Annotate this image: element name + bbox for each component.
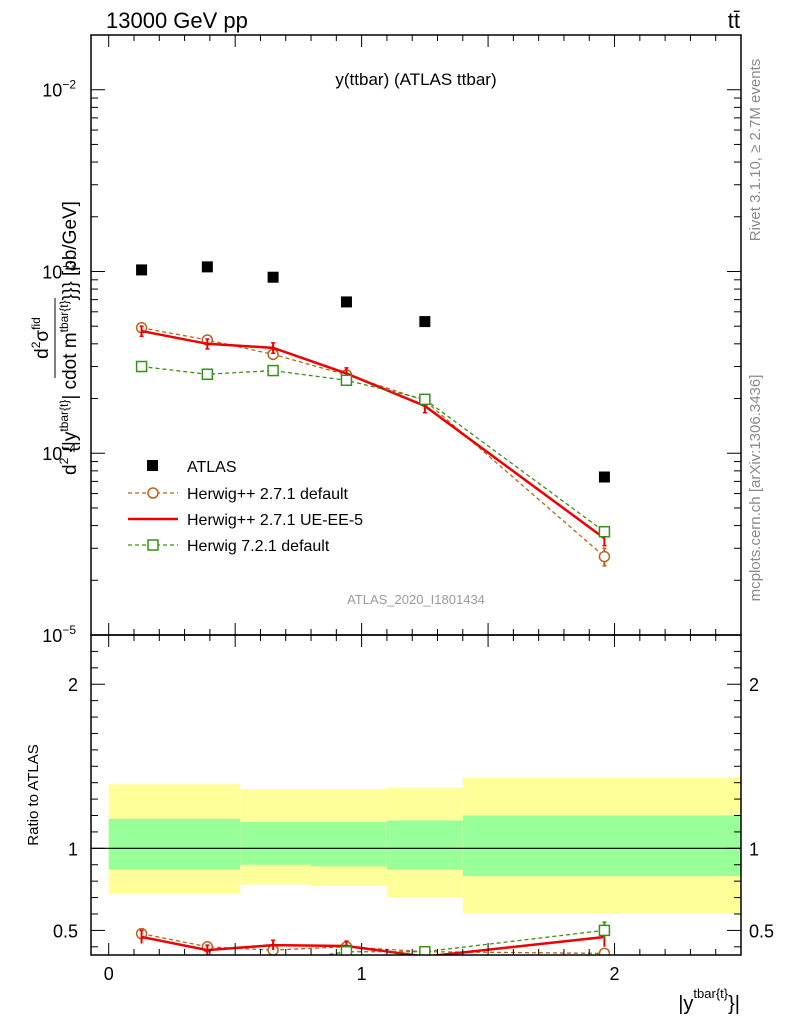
legend-marker-herwigpp-default (147, 487, 159, 499)
point-herwig-7-2-1-default (267, 364, 279, 377)
ylabel-den-end: }}} [pb/GeV] (60, 201, 81, 300)
rivet-version-label: Rivet 3.1.10, ≥ 2.7M events (747, 59, 764, 242)
main-watermark: ATLAS_2020_I1801434 (347, 592, 485, 607)
y-tick-label-main: 10−4 (42, 441, 76, 464)
ratio-y-axis-label: Ratio to ATLAS (25, 744, 42, 845)
y-tick-label-exp: −4 (62, 441, 76, 455)
y-tick-label-ratio-left: 0.5 (53, 921, 78, 941)
legend-label-atlas: ATLAS (187, 459, 237, 476)
main-panel: 10−210−310−410−5 y(ttbar) (ATLAS ttbar) … (29, 34, 742, 646)
point-atlas (267, 271, 279, 283)
y-tick-label-ratio-right: 0.5 (749, 921, 774, 941)
point-herwig-7-2-1-default (419, 393, 431, 406)
ylabel-num-symbol-sup: fid (29, 317, 43, 330)
point-herwigpp-2-7-1-default (598, 550, 611, 563)
point-herwig-7-2-1-default (340, 374, 353, 387)
ylabel-den-rest: {|y (60, 431, 81, 458)
y-tick-label-ratio-left: 1 (68, 839, 78, 859)
y-tick-label-exp: −2 (62, 78, 76, 92)
legend: ATLAS Herwig++ 2.7.1 default Herwig++ 2.… (128, 459, 363, 555)
xlabel-base: |y (678, 993, 693, 1015)
uncertainty-band-inner (311, 822, 387, 867)
legend-label-herwigpp-default: Herwig++ 2.7.1 default (187, 486, 349, 503)
main-title: y(ttbar) (ATLAS ttbar) (335, 70, 496, 89)
point-atlas (201, 261, 213, 273)
y-tick-label-ratio-right: 1 (749, 839, 759, 859)
ylabel-den-tail-sup: tbar{t} (57, 300, 71, 332)
mcplots-label: mcplots.cern.ch [arXiv:1306.3436] (747, 375, 764, 602)
legend-label-herwigpp-ueee5: Herwig++ 2.7.1 UE-EE-5 (187, 512, 363, 529)
ratio-point-herwig-7-2-1-default (340, 945, 353, 955)
y-tick-label-base: 10 (42, 626, 62, 646)
ylabel-num-sup: 2 (29, 341, 43, 348)
x-tick-label: 0 (104, 964, 114, 984)
process-label: tt̄ (728, 8, 740, 33)
uncertainty-band-inner (108, 818, 241, 870)
point-atlas (419, 316, 431, 328)
ratio-point-herwig-7-2-1-default (268, 958, 278, 968)
y-tick-label-main: 10−2 (42, 78, 76, 101)
xlabel-sup: tbar{t} (693, 986, 728, 1001)
y-tick-label-main: 10−5 (42, 623, 76, 646)
legend-marker-herwig7-default (147, 539, 159, 551)
y-tick-label-exp: −5 (62, 623, 76, 637)
ratio-plot-area (91, 777, 741, 975)
main-plot-area (135, 261, 611, 567)
y-tick-label-base: 10 (42, 81, 62, 101)
y-tick-label-exp: −3 (62, 259, 76, 273)
uncertainty-band-inner (462, 815, 741, 877)
beam-label: 13000 GeV pp (106, 8, 248, 33)
legend-marker-atlas (147, 460, 158, 471)
main-axis-ticks: 10−210−310−410−5 (42, 34, 742, 646)
line-herwigpp-2-7-1-ue-ee-5 (141, 329, 606, 540)
ylabel-den-sup: 2 (57, 457, 71, 464)
ratio-line-herwigpp-2-7-1-ue-ee-5 (141, 935, 605, 955)
y-tick-label-base: 10 (42, 444, 62, 464)
ratio-point-herwig-7-2-1-default (598, 924, 611, 937)
y-tick-label-base: 10 (42, 262, 62, 282)
point-herwig-7-2-1-default (135, 360, 148, 373)
point-atlas (136, 264, 148, 276)
legend-label-herwig7-default: Herwig 7.2.1 default (187, 538, 330, 555)
ratio-panel: 0.5 0.5 1 1 2 2 0 1 2 Ratio to ATLAS |ytbar{t}}| (25, 634, 774, 1015)
line-herwig-7-2-1-default (141, 365, 605, 533)
ratio-point-herwig-7-2-1-default (419, 945, 431, 955)
ratio-line-herwigpp-2-7-1-default (141, 933, 605, 955)
ratio-point-herwigpp-2-7-1-default (598, 947, 611, 955)
ratio-point-herwig-7-2-1-default (137, 960, 147, 970)
ylabel-num-symbol: σ (32, 330, 53, 342)
ratio-frame (90, 634, 742, 956)
ylabel-den-tail: | cdot m (60, 332, 81, 399)
ylabel-den: d (60, 464, 81, 475)
ylabel-numerator: d (32, 348, 53, 359)
y-tick-label-main: 10−3 (42, 259, 76, 282)
xlabel-end: }| (728, 993, 740, 1015)
point-atlas (598, 471, 610, 483)
x-axis-label: |ytbar{t}}| (678, 986, 740, 1015)
ratio-axis-ticks: 0.5 0.5 1 1 2 2 0 1 2 (53, 635, 774, 984)
main-y-axis-label: d2σfid (29, 317, 53, 359)
uncertainty-band-inner (386, 820, 463, 870)
point-herwig-7-2-1-default (598, 525, 611, 538)
point-herwig-7-2-1-default (201, 368, 214, 381)
uncertainty-band-inner (240, 822, 312, 865)
ylabel-den-rest-sup: tbar{t} (57, 400, 71, 432)
main-y-axis-label-denominator: d2 {|ytbar{t}| cdot mtbar{t}}}} [pb/GeV] (57, 201, 81, 475)
y-tick-label-ratio-left: 2 (68, 675, 78, 695)
y-tick-label-ratio-right: 2 (749, 675, 759, 695)
point-atlas (340, 296, 352, 308)
x-tick-label: 1 (357, 964, 367, 984)
ratio-point-herwig-7-2-1-default (202, 965, 212, 975)
x-tick-label: 2 (610, 964, 620, 984)
